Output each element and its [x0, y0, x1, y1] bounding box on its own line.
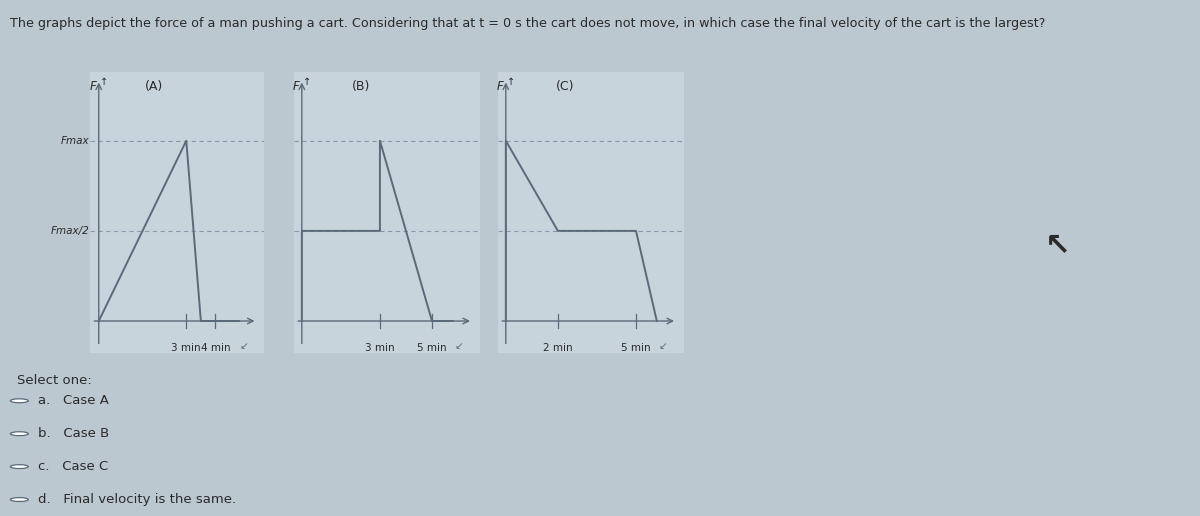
Text: ↑: ↑	[508, 77, 515, 87]
Text: F: F	[497, 79, 504, 93]
Text: ↑: ↑	[101, 77, 108, 87]
Text: a.   Case A: a. Case A	[38, 394, 109, 407]
Text: (A): (A)	[145, 79, 163, 93]
Text: 3 min: 3 min	[365, 343, 395, 352]
Text: ↙: ↙	[659, 341, 667, 351]
Text: The graphs depict the force of a man pushing a cart. Considering that at t = 0 s: The graphs depict the force of a man pus…	[10, 17, 1045, 30]
Text: F: F	[293, 79, 300, 93]
Text: ↙: ↙	[240, 341, 248, 351]
Text: (C): (C)	[556, 79, 575, 93]
Text: 2 min: 2 min	[544, 343, 572, 352]
Text: F: F	[90, 79, 96, 93]
Text: Select one:: Select one:	[17, 374, 92, 387]
Text: 5 min: 5 min	[622, 343, 650, 352]
Text: (B): (B)	[352, 79, 370, 93]
Text: ↑: ↑	[304, 77, 311, 87]
Text: Fmax: Fmax	[61, 136, 90, 146]
Text: c.   Case C: c. Case C	[38, 460, 108, 473]
Circle shape	[11, 399, 29, 402]
Circle shape	[11, 465, 29, 469]
Text: 5 min: 5 min	[418, 343, 446, 352]
Text: ↖: ↖	[1044, 232, 1070, 261]
Text: ↙: ↙	[455, 341, 463, 351]
Circle shape	[11, 497, 29, 502]
Text: 4 min: 4 min	[200, 343, 230, 352]
Text: b.   Case B: b. Case B	[38, 427, 109, 440]
Circle shape	[11, 432, 29, 436]
Text: 3 min: 3 min	[172, 343, 202, 352]
Text: d.   Final velocity is the same.: d. Final velocity is the same.	[38, 493, 236, 506]
Text: Fmax/2: Fmax/2	[50, 226, 90, 236]
